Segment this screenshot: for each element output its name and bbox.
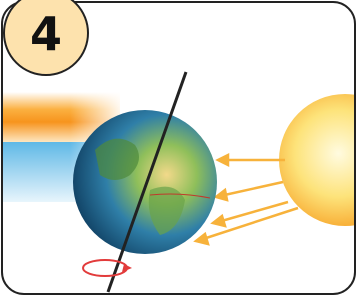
illustration: 4	[0, 0, 357, 296]
page: 4 (() => { const data = JSON.parse(docum…	[0, 0, 357, 296]
panel-number: 4	[30, 7, 62, 61]
earth	[73, 110, 217, 254]
